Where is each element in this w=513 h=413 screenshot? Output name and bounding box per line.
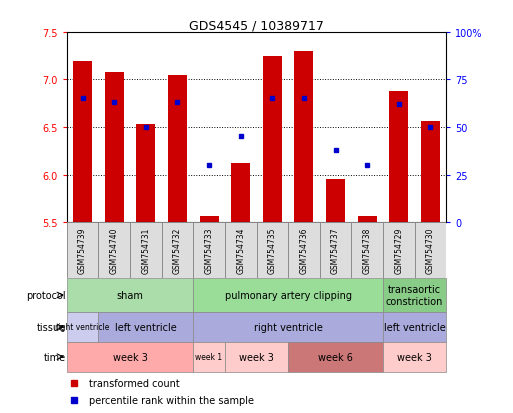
Bar <box>105 73 124 223</box>
Bar <box>383 278 446 312</box>
Text: percentile rank within the sample: percentile rank within the sample <box>89 395 254 405</box>
Bar <box>421 122 440 223</box>
Bar <box>193 312 383 342</box>
Text: transaortic
constriction: transaortic constriction <box>386 285 443 306</box>
Text: right ventricle: right ventricle <box>55 323 110 332</box>
Text: GSM754732: GSM754732 <box>173 227 182 273</box>
Text: GSM754738: GSM754738 <box>363 227 372 273</box>
Bar <box>193 342 225 372</box>
Bar <box>67 312 98 342</box>
Bar <box>389 92 408 223</box>
Bar <box>168 75 187 223</box>
Bar <box>320 223 351 278</box>
Text: GSM754740: GSM754740 <box>110 227 119 273</box>
Text: week 3: week 3 <box>112 352 147 362</box>
Bar <box>231 164 250 223</box>
Text: GSM754735: GSM754735 <box>268 227 277 273</box>
Bar <box>225 223 256 278</box>
Text: pulmonary artery clipping: pulmonary artery clipping <box>225 290 351 300</box>
Bar <box>256 223 288 278</box>
Bar <box>200 217 219 223</box>
Bar <box>98 223 130 278</box>
Bar <box>225 342 288 372</box>
Text: week 1: week 1 <box>195 352 223 361</box>
Text: week 6: week 6 <box>318 352 353 362</box>
Bar <box>130 223 162 278</box>
Bar <box>98 312 193 342</box>
Text: GSM754731: GSM754731 <box>141 227 150 273</box>
Bar <box>383 342 446 372</box>
Bar <box>415 223 446 278</box>
Text: transformed count: transformed count <box>89 378 180 388</box>
Text: GSM754730: GSM754730 <box>426 227 435 273</box>
Bar <box>67 223 98 278</box>
Text: week 3: week 3 <box>397 352 432 362</box>
Text: left ventricle: left ventricle <box>115 322 176 332</box>
Text: sham: sham <box>116 290 144 300</box>
Bar <box>326 180 345 223</box>
Bar <box>294 52 313 223</box>
Title: GDS4545 / 10389717: GDS4545 / 10389717 <box>189 20 324 33</box>
Bar <box>263 57 282 223</box>
Text: GSM754739: GSM754739 <box>78 227 87 273</box>
Bar <box>193 278 383 312</box>
Text: GSM754737: GSM754737 <box>331 227 340 273</box>
Text: left ventricle: left ventricle <box>384 322 446 332</box>
Bar <box>162 223 193 278</box>
Text: time: time <box>44 352 66 362</box>
Bar <box>383 312 446 342</box>
Bar <box>67 278 193 312</box>
Bar <box>136 125 155 223</box>
Text: tissue: tissue <box>37 322 66 332</box>
Text: GSM754733: GSM754733 <box>205 227 213 273</box>
Text: GSM754729: GSM754729 <box>394 227 403 273</box>
Text: GSM754734: GSM754734 <box>236 227 245 273</box>
Bar <box>67 342 193 372</box>
Text: GSM754736: GSM754736 <box>300 227 308 273</box>
Bar <box>288 342 383 372</box>
Bar <box>193 223 225 278</box>
Text: protocol: protocol <box>27 290 66 300</box>
Bar <box>288 223 320 278</box>
Bar <box>383 223 415 278</box>
Bar <box>73 62 92 223</box>
Text: right ventricle: right ventricle <box>254 322 323 332</box>
Bar <box>358 217 377 223</box>
Text: week 3: week 3 <box>239 352 274 362</box>
Bar <box>351 223 383 278</box>
